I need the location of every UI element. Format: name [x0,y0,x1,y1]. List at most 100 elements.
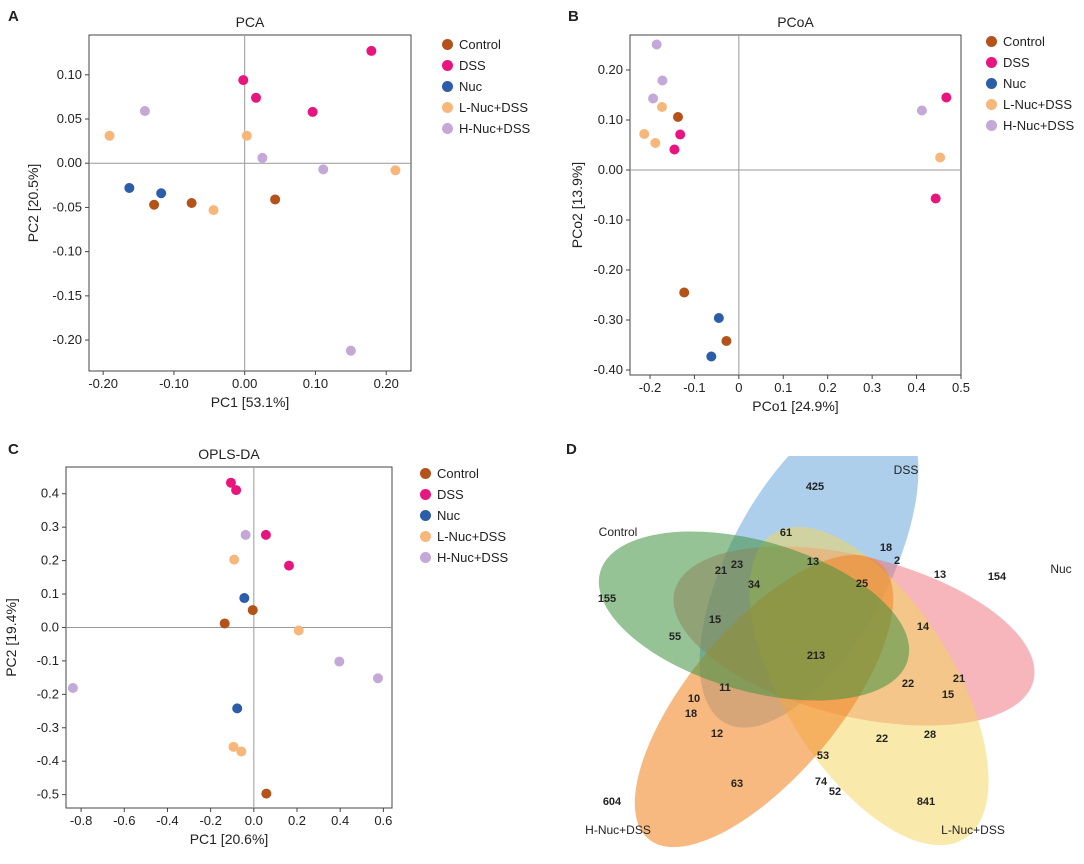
legend-item-h-nuc-dss: H-Nuc+DSS [420,547,508,568]
opls-y-tick-label: -0.4 [37,753,59,768]
legend-marker [986,120,997,131]
pca-x-axis-label: PC1 [53.1%] [211,394,290,410]
opls-point-dss [225,477,236,488]
legend-item-nuc: Nuc [420,505,508,526]
pcoa-point-control [679,287,690,298]
legend-marker [442,60,453,71]
opls-point-h-nuc-dss [334,656,345,667]
venn-count: 841 [917,796,935,808]
opls-y-tick-label: 0.1 [41,586,59,601]
pcoa-title: PCoA [777,14,814,30]
pcoa-x-tick-label: 0.3 [863,380,881,395]
opls-point-control [247,605,258,616]
opls-x-tick-label: 0.4 [331,813,349,828]
pca-point-l-nuc-dss [390,165,401,176]
venn-count: 22 [876,733,888,745]
legend-label: Nuc [1003,76,1027,91]
venn-set-label-h-nuc-dss: H-Nuc+DSS [585,823,651,837]
opls-point-dss [284,560,295,571]
legend-label: L-Nuc+DSS [1003,97,1072,112]
venn-count: 53 [817,750,829,762]
venn-set-label-control: Control [599,525,638,539]
pca-point-h-nuc-dss [139,106,150,117]
pca-point-l-nuc-dss [241,130,252,141]
pcoa-point-h-nuc-dss [657,75,668,86]
opls-x-tick-label: 0.6 [374,813,392,828]
pca-point-nuc [124,182,135,193]
pcoa-point-dss [930,193,941,204]
opls-point-control [261,788,272,799]
legend-marker [442,102,453,113]
legend-item-nuc: Nuc [442,76,530,97]
venn-count: 2 [894,555,900,567]
pcoa-x-tick-label: 0.1 [774,380,792,395]
venn-count: 10 [688,693,700,705]
pcoa-point-nuc [713,313,724,323]
pcoa-point-dss [669,144,680,155]
pcoa-x-tick-label: -0.2 [639,380,661,395]
pcoa-point-l-nuc-dss [656,102,667,112]
legend-label: L-Nuc+DSS [437,529,506,544]
opls-y-tick-label: 0.0 [41,619,59,634]
venn-count: 21 [953,673,965,685]
pcoa-y-tick-label: -0.20 [593,262,623,277]
venn-count: 155 [598,593,616,605]
venn-count: 18 [685,708,697,720]
pcoa-x-tick-label: 0.4 [908,380,926,395]
venn-count: 13 [807,556,819,568]
legend-marker [986,78,997,89]
venn-count: 154 [988,571,1007,583]
venn-count: 12 [711,728,723,740]
panel-label-c: C [8,441,19,458]
legend-marker [420,510,431,521]
opls-point-l-nuc-dss [293,625,304,636]
opls-point-dss [231,485,242,496]
pca-y-tick-label: 0.05 [57,111,82,126]
legend-label: DSS [437,487,464,502]
opls-point-h-nuc-dss [372,673,383,684]
pcoa-point-control [672,112,683,122]
opls-point-h-nuc-dss [240,529,251,540]
pca-y-axis-label: PC2 [20.5%] [25,164,41,243]
pca-point-control [270,194,281,205]
legend-marker [442,39,453,50]
legend-label: Control [459,37,501,52]
pca-y-tick-label: -0.10 [52,244,82,259]
pcoa-point-h-nuc-dss [648,93,659,104]
venn-count: 15 [942,689,954,701]
pcoa-y-tick-label: 0.10 [598,112,623,127]
legend-item-l-nuc-dss: L-Nuc+DSS [442,97,530,118]
pca-point-dss [366,45,377,56]
pca-y-tick-label: 0.10 [57,67,82,82]
legend-item-dss: DSS [420,484,508,505]
pcoa-x-tick-label: -0.1 [683,380,705,395]
venn-set-label-l-nuc-dss: L-Nuc+DSS [941,823,1005,837]
opls-point-nuc [239,593,250,604]
pcoa-y-tick-label: 0.20 [598,62,623,77]
legend-label: L-Nuc+DSS [459,100,528,115]
venn-count: 22 [902,678,914,690]
pca-point-control [186,198,197,208]
pca-point-control [149,199,160,210]
legend-label: Control [437,466,479,481]
pcoa-point-dss [941,92,952,103]
opls-y-tick-label: 0.2 [41,553,59,568]
legend-marker [420,552,431,563]
venn-diagram: DSS Control Nuc H-Nuc+DSS L-Nuc+DSS 425 … [585,456,1072,848]
opls-x-axis-label: PC1 [20.6%] [190,831,269,847]
pca-x-tick-label: -0.20 [88,376,118,391]
legend-label: H-Nuc+DSS [437,550,509,565]
pcoa-x-tick-label: 0.2 [819,380,837,395]
venn-count: 13 [934,569,946,581]
pcoa-y-tick-label: -0.10 [593,212,623,227]
opls-x-tick-label: 0.0 [245,813,263,828]
venn-set-label-dss: DSS [894,463,919,477]
venn-count: 55 [669,631,681,643]
legend-label: Nuc [437,508,461,523]
pca-point-l-nuc-dss [104,130,115,141]
legend-marker [986,99,997,110]
opls-axis-frame [65,466,393,809]
opls-y-tick-label: -0.1 [37,653,59,668]
pcoa-chart: -0.2 -0.1 0 0.1 0.2 0.3 0.4 0.50.200.100.00-0.1… [569,14,970,414]
pca-point-h-nuc-dss [318,164,329,175]
